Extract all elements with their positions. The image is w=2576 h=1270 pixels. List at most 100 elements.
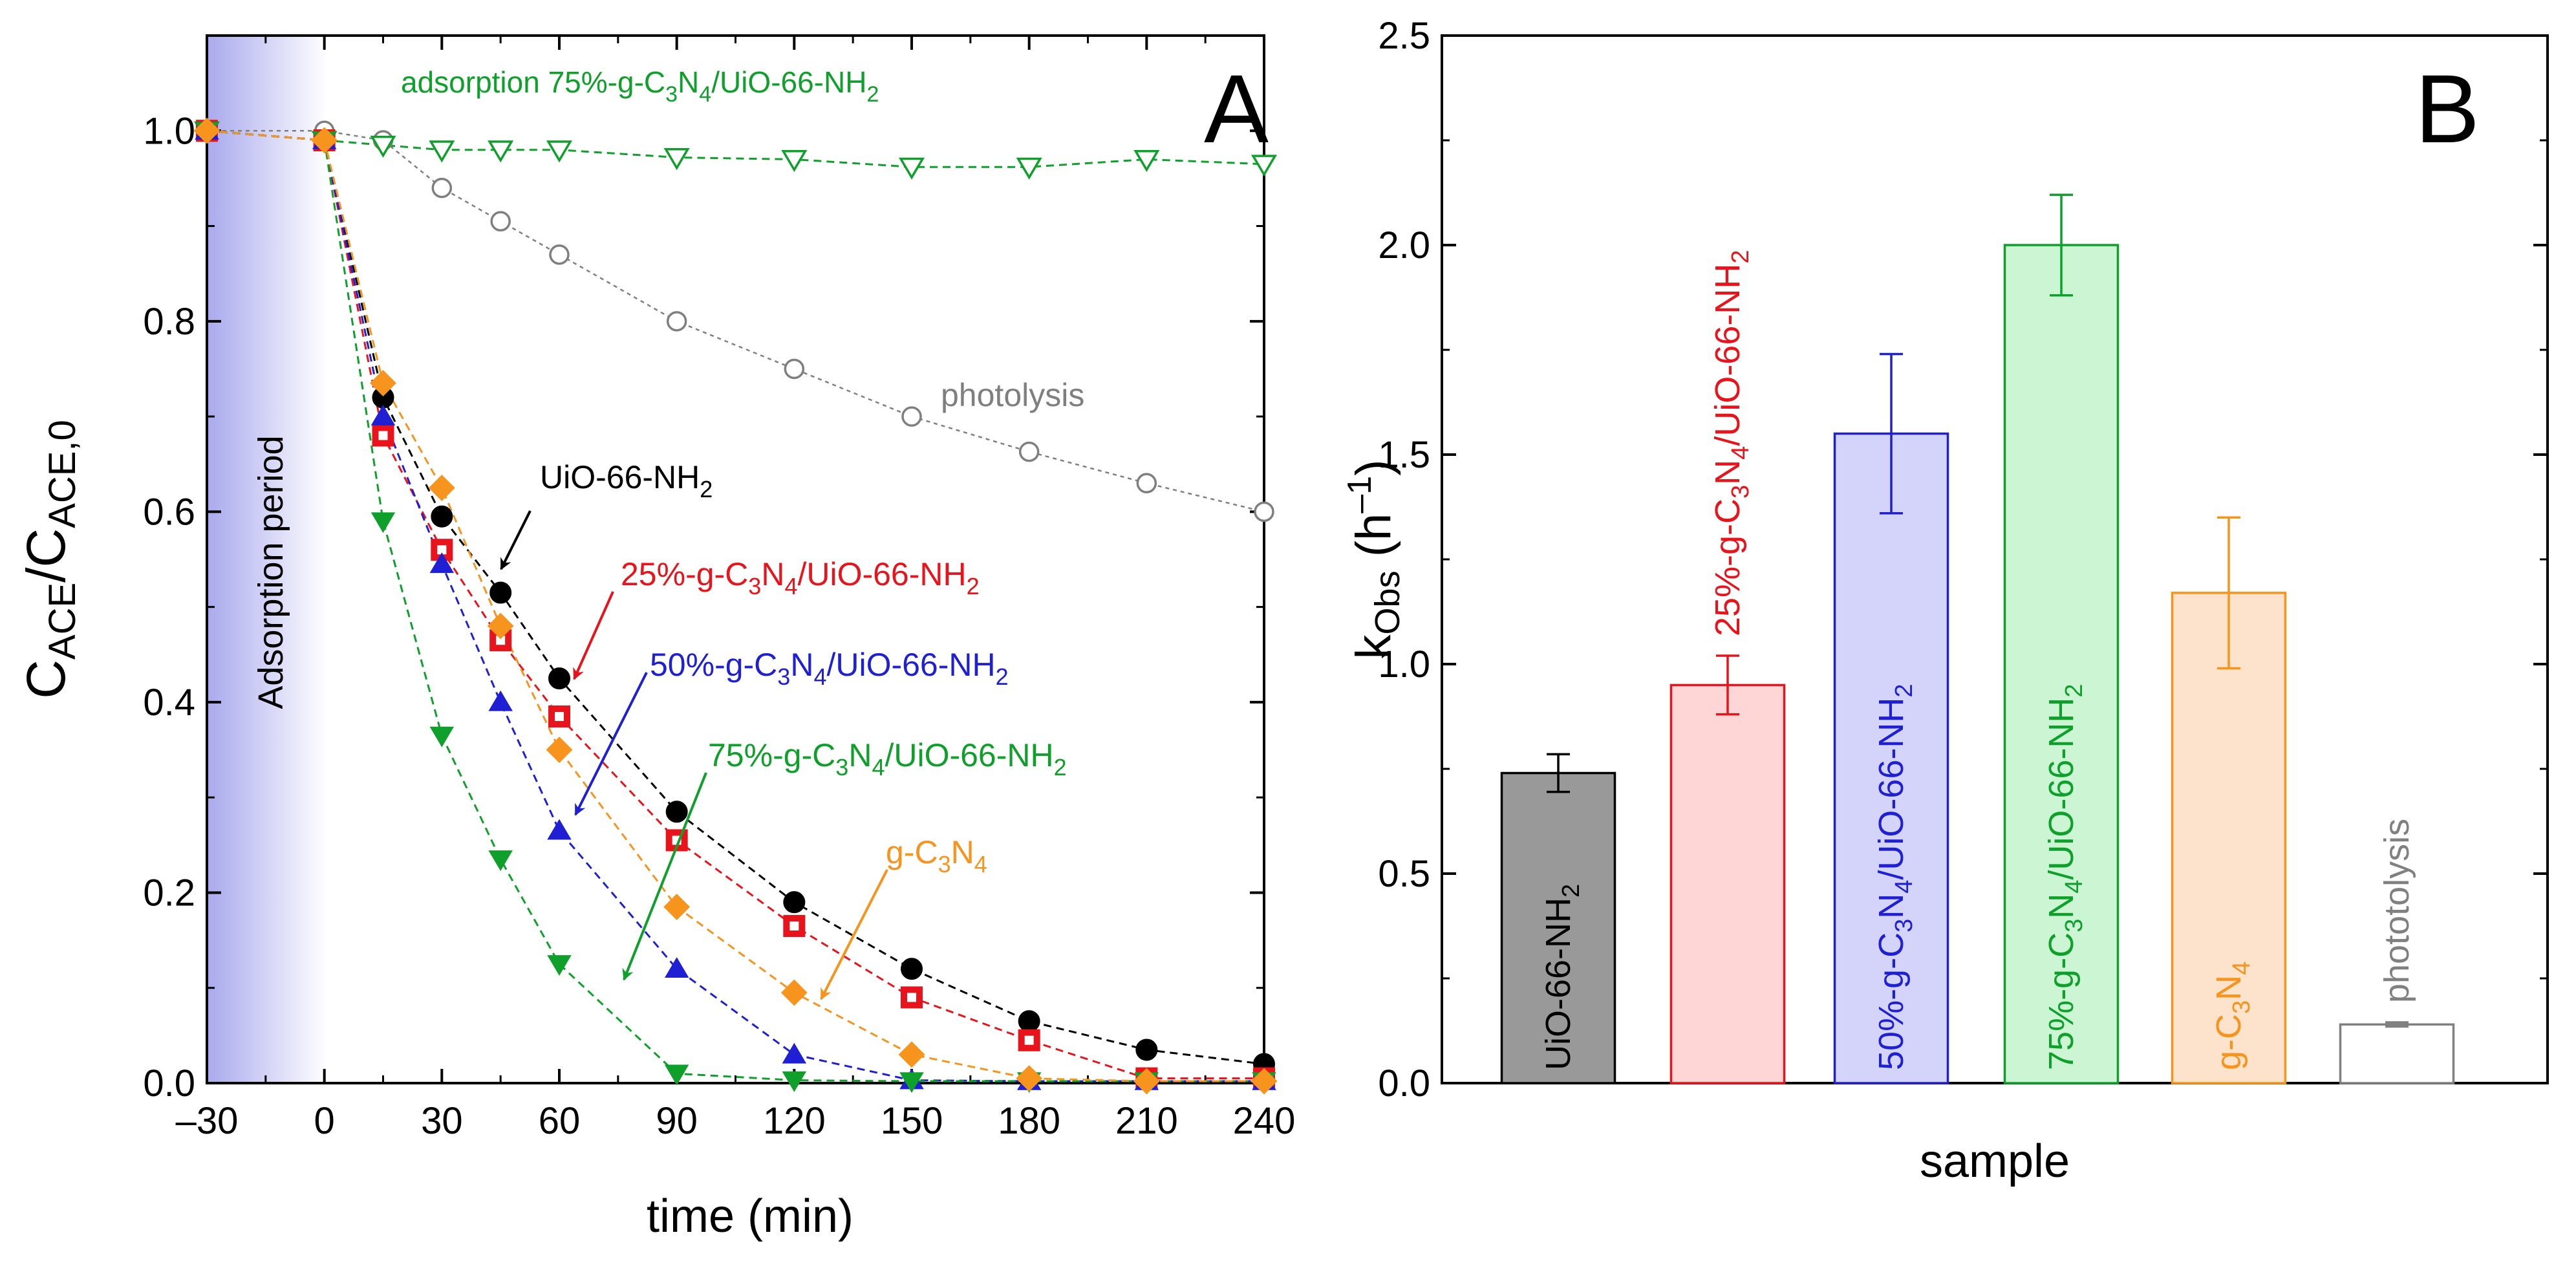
kobs-unit-sup: –1 xyxy=(1341,476,1379,513)
y-tick-label: 1.5 xyxy=(1378,434,1430,476)
data-point-gcn xyxy=(311,127,338,154)
data-point-gcn xyxy=(428,475,455,501)
data-point-adsorption75 xyxy=(781,149,808,173)
data-point-uio xyxy=(548,667,570,690)
bar-c75 xyxy=(2003,244,2120,1084)
panel-b-bars: UiO-66-NH2 25%-g-C3N4/UiO-66-NH2 50%-g-C3N… xyxy=(1500,193,2455,1084)
y-tick-label: 2.0 xyxy=(1378,224,1430,266)
data-point-adsorption75 xyxy=(429,140,455,163)
svg-text:kObs (h–1): kObs (h–1) xyxy=(1341,460,1407,660)
data-point-adsorption75 xyxy=(1016,157,1042,180)
data-point-adsorption75 xyxy=(663,148,690,171)
series-line-adsorption75 xyxy=(206,129,1265,168)
kobs-k: k xyxy=(1346,634,1401,659)
data-point-c75 xyxy=(429,726,455,748)
series-line-gcn xyxy=(206,129,1264,1082)
data-point-c50 xyxy=(547,819,572,840)
data-point-adsorption75 xyxy=(898,157,925,180)
data-point-gcn xyxy=(1133,1068,1160,1095)
series-line-c25 xyxy=(206,129,1264,1080)
data-point-gcn xyxy=(1016,1065,1043,1092)
annotation-photolysis: photolysis xyxy=(941,377,1084,413)
series-line-c75 xyxy=(206,129,1264,1082)
annotation-c75: 75%-g-C3N4/UiO-66-NH2 xyxy=(708,737,1067,780)
data-point-photolysis xyxy=(1018,441,1040,462)
bar-label-c75: 75%-g-C3N4/UiO-66-NH2 xyxy=(2042,683,2088,1070)
data-point-gcn xyxy=(370,370,396,396)
data-point-adsorption75 xyxy=(546,140,573,163)
panel-a-degradation-chart: –30 0 30 60 90 120 150 180 210 240 0.0 0.2 0.4 0.6 0.8… xyxy=(16,34,1296,1242)
kobs-sub: Obs xyxy=(1368,570,1407,634)
annotation-arrow-c25 xyxy=(573,591,614,680)
kobs-unit-open: (h xyxy=(1346,513,1401,571)
data-point-c75 xyxy=(899,1072,924,1093)
annotation-arrow-gcn xyxy=(820,869,888,1000)
data-point-c75 xyxy=(664,1064,689,1086)
bar-label-phot: phototolysis xyxy=(2377,819,2416,1003)
square-marker-center xyxy=(789,921,799,931)
x-tick-label: 60 xyxy=(539,1100,581,1142)
data-point-gcn xyxy=(663,894,691,920)
data-point-photolysis xyxy=(666,311,687,332)
x-tick-label: 150 xyxy=(881,1100,943,1142)
data-point-c75 xyxy=(488,850,513,872)
y-tick-label: 2.5 xyxy=(1378,15,1430,57)
panel-a-series-lines xyxy=(206,129,1265,1082)
panel-b-x-axis-title: sample xyxy=(1920,1135,2070,1187)
data-point-gcn xyxy=(193,117,220,144)
square-marker-center xyxy=(1024,1035,1034,1045)
bar-c50 xyxy=(1833,432,1949,1084)
x-tick-label: 240 xyxy=(1233,1100,1296,1142)
adsorption-period-label: Adsorption period xyxy=(252,435,290,709)
kobs-unit-close: ) xyxy=(1346,460,1401,476)
bar-label-group-c50: 50%-g-C3N4/UiO-66-NH2 xyxy=(1872,683,1918,1070)
data-point-c50 xyxy=(664,957,689,978)
panel-a-x-axis-title: time (min) xyxy=(647,1190,853,1242)
panel-b-axes: 0.0 0.5 1.0 1.5 2.0 2.5 xyxy=(1378,15,2549,1104)
bar-c25 xyxy=(1669,683,1786,1084)
bar-gcn xyxy=(2171,592,2287,1084)
data-point-photolysis xyxy=(490,211,511,231)
data-point-gcn xyxy=(780,979,808,1006)
data-point-c50 xyxy=(782,1042,807,1064)
y-tick-label: 1.0 xyxy=(143,110,195,152)
data-point-adsorption75 xyxy=(1250,155,1278,177)
annotation-adsorption75: adsorption 75%-g-C3N4/UiO-66-NH2 xyxy=(401,65,879,107)
y-tick-label: 0.0 xyxy=(143,1062,195,1104)
annotation-arrow-c75 xyxy=(622,772,707,981)
bar-label-c50: 50%-g-C3N4/UiO-66-NH2 xyxy=(1872,683,1918,1070)
data-point-gcn xyxy=(487,612,514,640)
data-point-adsorption75 xyxy=(370,135,396,158)
panel-a-annotations: adsorption 75%-g-C3N4/UiO-66-NH2 photolys… xyxy=(401,65,1084,1000)
panel-b-kobs-bar-chart: 0.0 0.5 1.0 1.5 2.0 2.5 UiO-66-NH2 25%-g-C3N4/… xyxy=(1341,15,2549,1187)
annotation-arrow-uio xyxy=(500,510,531,570)
y-title-slash: /C xyxy=(16,528,76,583)
data-point-uio xyxy=(431,505,453,528)
bar-label-uio: UiO-66-NH2 xyxy=(1539,884,1585,1070)
panel-a-letter: A xyxy=(1204,54,1269,163)
bar-label-c25: 25%-g-C3N4/UiO-66-NH2 xyxy=(1708,250,1754,637)
square-marker-center xyxy=(378,431,388,440)
x-tick-label: 210 xyxy=(1115,1100,1178,1142)
x-tick-label: –30 xyxy=(176,1100,239,1142)
x-tick-label: 120 xyxy=(763,1100,826,1142)
bar-label-group-uio: UiO-66-NH2 xyxy=(1539,884,1585,1070)
data-point-adsorption75 xyxy=(1133,149,1160,173)
x-tick-label: 30 xyxy=(421,1100,463,1142)
bar-uio xyxy=(1500,771,1616,1084)
data-point-uio xyxy=(1135,1039,1158,1061)
data-point-photolysis xyxy=(549,244,570,265)
y-title-sub1: ACE xyxy=(41,583,83,660)
data-point-photolysis xyxy=(784,358,805,380)
adsorption-period-shade xyxy=(207,36,327,1083)
y-tick-label: 0.2 xyxy=(143,872,195,914)
annotation-arrow-c50 xyxy=(574,672,648,816)
panel-a-series-markers xyxy=(193,117,1278,1095)
data-point-gcn xyxy=(898,1041,925,1068)
y-tick-label: 0.6 xyxy=(143,491,195,533)
bar-label-group-gcn: g-C3N4 xyxy=(2209,962,2255,1070)
data-point-gcn xyxy=(1250,1068,1278,1095)
series-line-uio xyxy=(206,129,1265,1066)
data-point-uio xyxy=(665,801,688,823)
y-tick-label: 1.0 xyxy=(1378,643,1430,685)
